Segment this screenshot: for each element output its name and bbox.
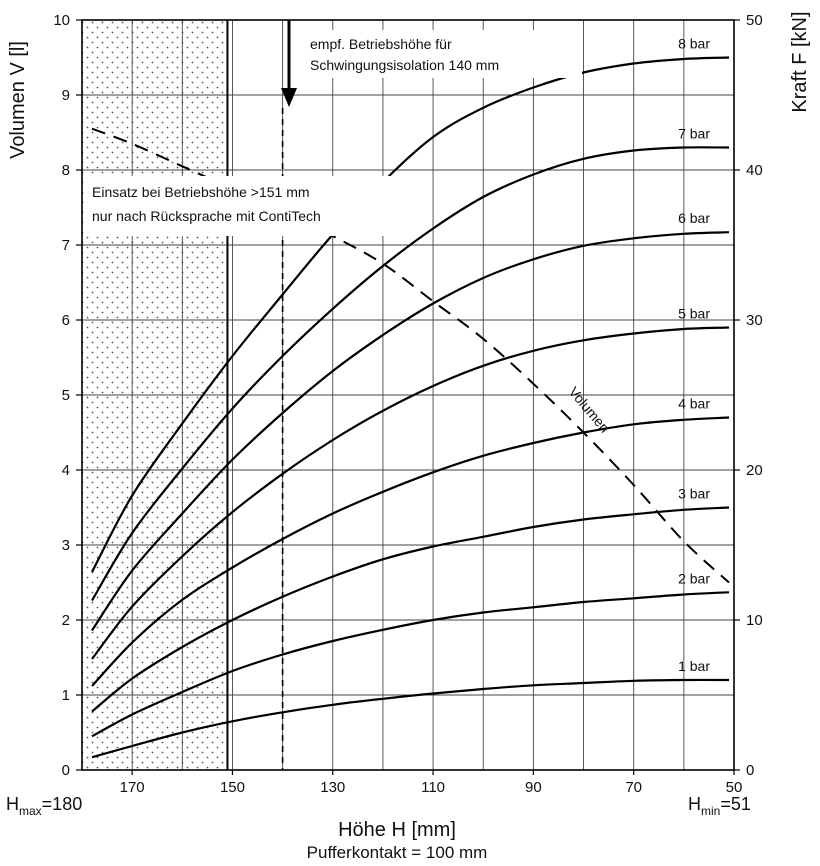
force-curve (91, 416, 730, 687)
series-label: 3 bar (678, 486, 710, 502)
tick-label-x: 70 (625, 779, 642, 796)
tick-label-x: 170 (120, 779, 145, 796)
series-label: 1 bar (678, 658, 710, 674)
series-label: 8 bar (678, 36, 710, 52)
tick-label-right: 50 (746, 12, 763, 29)
series-label: 2 bar (678, 570, 710, 586)
series-label: 5 bar (678, 306, 710, 322)
force-curve (91, 506, 730, 713)
force-curve (91, 326, 730, 660)
tick-label-left: 6 (62, 312, 70, 329)
tick-label-left: 5 (62, 387, 70, 404)
tick-label-right: 30 (746, 312, 763, 329)
tick-label-right: 10 (746, 612, 763, 629)
tick-label-x: 110 (421, 779, 445, 796)
series-label: 6 bar (678, 210, 710, 226)
recommended-note-box (306, 30, 582, 78)
series-labels: 1 bar 2 bar 3 bar 4 bar 5 bar 6 bar 7 bar 8 bar (678, 36, 710, 675)
tick-label-left: 3 (62, 537, 70, 554)
tick-label-left: 7 (62, 237, 70, 254)
usage-note-line2: nur nach Rücksprache mit ContiTech (92, 208, 321, 224)
y-axis-right-title: Kraft F [kN] (789, 11, 811, 112)
tick-label-left: 8 (62, 162, 70, 179)
recommended-arrow-icon (281, 20, 297, 107)
tick-label-left: 1 (62, 687, 70, 704)
tick-label-right: 40 (746, 162, 763, 179)
tick-label-x: 90 (525, 779, 542, 796)
plot-frame (81, 19, 735, 771)
ticks: 0 1 2 3 4 5 6 7 8 9 10 0 10 20 30 40 50 170 150 130 110 90 70 5… (53, 12, 762, 796)
series (91, 56, 730, 759)
force-curve (91, 231, 730, 632)
tick-label-left: 0 (62, 762, 70, 779)
h-min-label: Hmin=51 (688, 794, 751, 818)
tick-label-left: 9 (62, 87, 70, 104)
usage-note-box (84, 176, 396, 236)
usage-note-line1: Einsatz bei Betriebshöhe >151 mm (92, 184, 310, 200)
tick-label-x: 150 (220, 779, 245, 796)
tick-label-x: 130 (320, 779, 345, 796)
y-axis-left-title: Volumen V [l] (7, 41, 29, 159)
tick-label-left: 2 (62, 612, 70, 629)
tick-label-left: 10 (53, 12, 70, 29)
h-max-label: Hmax=180 (6, 794, 82, 818)
recommended-note-line2: Schwingungsisolation 140 mm (310, 57, 499, 73)
tick-label-left: 4 (62, 462, 70, 479)
x-axis-title: Höhe H [mm] (338, 819, 456, 841)
volume-curve (91, 127, 730, 584)
force-curve (91, 591, 730, 738)
tick-label-right: 20 (746, 462, 763, 479)
tick-label-x: 50 (726, 779, 743, 796)
x-axis-subtitle: Pufferkontakt = 100 mm (307, 843, 488, 862)
volume-curve-label: Volumen (566, 384, 613, 436)
force-curve (91, 678, 730, 759)
series-label: 7 bar (678, 126, 710, 142)
series-label: 4 bar (678, 396, 710, 412)
force-curve (91, 146, 730, 602)
tick-label-right: 0 (746, 762, 754, 779)
recommended-note-line1: empf. Betriebshöhe für (310, 36, 452, 52)
